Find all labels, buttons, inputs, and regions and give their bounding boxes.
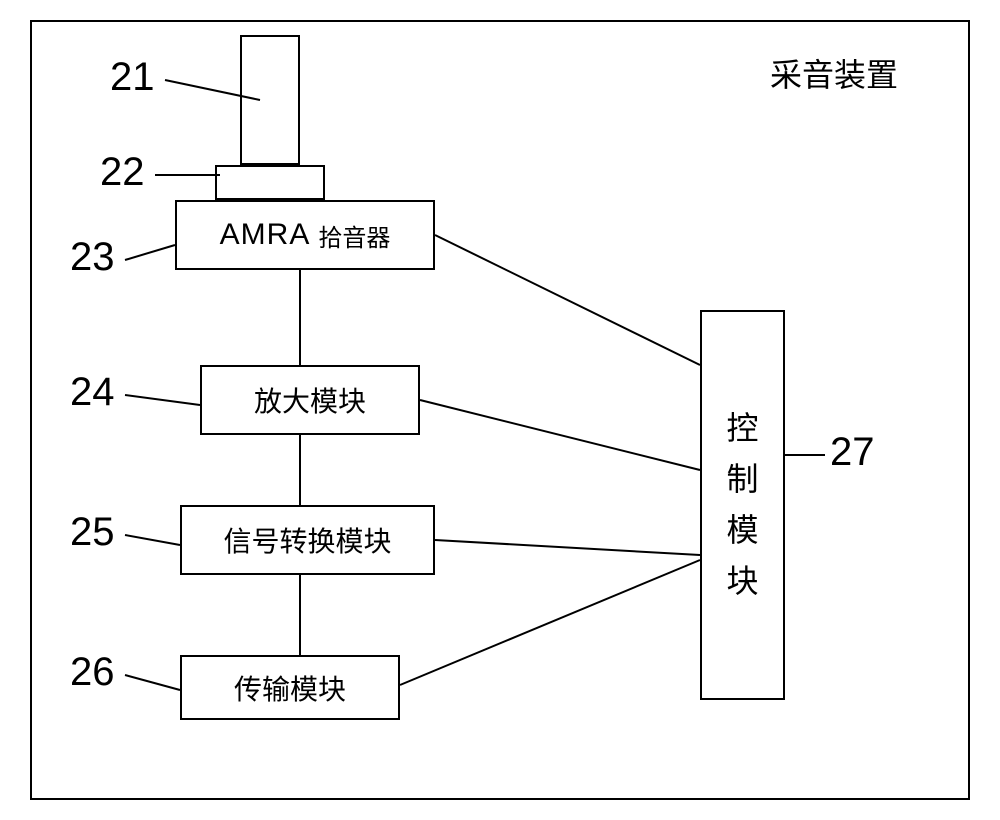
ref-label-23: 23	[70, 235, 115, 280]
ref-label-21: 21	[110, 55, 155, 100]
control-module-char3: 模	[726, 505, 758, 556]
amplifier-label: 放大模块	[254, 380, 366, 420]
ref-label-24: 24	[70, 370, 115, 415]
ref-label-26: 26	[70, 650, 115, 695]
sound-probe-base	[215, 165, 325, 200]
control-module-char2: 制	[726, 454, 758, 505]
diagram-title: 采音装置	[770, 50, 898, 96]
pickup-label-left: AMRA	[220, 218, 311, 252]
amra-pickup-box: AMRA 拾音器	[175, 200, 435, 270]
control-module-box: 控 制 模 块	[700, 310, 785, 700]
transmission-box: 传输模块	[180, 655, 400, 720]
signal-conversion-box: 信号转换模块	[180, 505, 435, 575]
diagram-canvas: 采音装置 AMRA 拾音器 放大模块 信号转换模块 传输模块 控 制 模 块 2…	[0, 0, 1000, 820]
sound-probe-top	[240, 35, 300, 165]
ref-label-25: 25	[70, 510, 115, 555]
control-module-char4: 块	[726, 556, 758, 607]
signal-conversion-label: 信号转换模块	[223, 520, 391, 560]
outer-frame	[30, 20, 970, 800]
transmission-label: 传输模块	[234, 668, 346, 708]
pickup-label-right: 拾音器	[318, 218, 390, 253]
ref-label-27: 27	[830, 430, 875, 475]
ref-label-22: 22	[100, 150, 145, 195]
amplifier-box: 放大模块	[200, 365, 420, 435]
control-module-char1: 控	[726, 403, 758, 454]
